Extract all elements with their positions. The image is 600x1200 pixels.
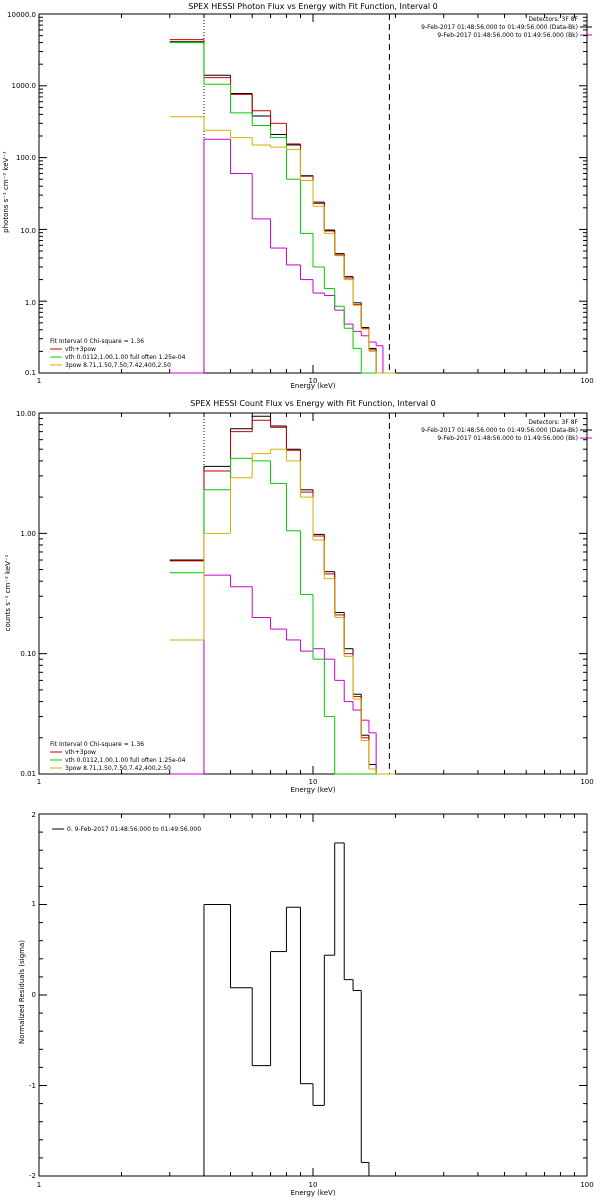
y-axis-label: photons s⁻¹ cm⁻² keV⁻¹ <box>2 151 10 233</box>
legend-powerlaw: 3pow 8.71,1.50,7.50,7.42,400,2.50 <box>65 362 171 369</box>
y-axis-label: Normalized Residuals (sigma) <box>18 940 26 1044</box>
y-tick-label: 10.00 <box>16 410 36 418</box>
x-axis-label: Energy (keV) <box>290 1189 335 1197</box>
photon-flux-panel: SPEX HESSI Photon Flux vs Energy with Fi… <box>2 2 594 390</box>
y-tick-label: 0.1 <box>25 369 36 377</box>
fit-interval-label: Fit Interval 0 Chi-square = 1.36 <box>50 741 144 748</box>
x-tick-label-100: 100 <box>580 377 593 385</box>
legend-bk-interval: 9-Feb-2017 01:48:56.000 to 01:49:56.000 … <box>437 435 578 442</box>
x-tick-label-10: 10 <box>309 377 318 385</box>
y-tick-label: 10000.0 <box>7 11 36 19</box>
fit-interval-label: Fit Interval 0 Chi-square = 1.36 <box>50 338 144 345</box>
y-tick-label: 1 <box>32 900 36 908</box>
y-tick-label: 1.0 <box>25 299 36 307</box>
x-axis-label: Energy (keV) <box>290 786 335 794</box>
legend-bk-interval: 9-Feb-2017 01:48:56.000 to 01:49:56.000 … <box>437 32 578 39</box>
y-tick-label: 0 <box>32 991 36 999</box>
y-tick-label: 1000.0 <box>12 82 37 90</box>
legend-data-interval: 9-Feb-2017 01:48:56.000 to 01:49:56.000 … <box>421 427 578 434</box>
x-tick-label-10: 10 <box>309 778 318 786</box>
x-tick-label-10: 10 <box>309 1181 318 1189</box>
chart-marks <box>38 13 588 1177</box>
residuals-panel: Normalized Residuals (sigma) Energy (keV… <box>18 811 594 1197</box>
legend-thermal: vth 0.0112,1.00,1.00 full often 1.25e-04 <box>65 354 186 361</box>
chart-title: SPEX HESSI Count Flux vs Energy with Fit… <box>190 399 435 408</box>
x-tick-label-1: 1 <box>37 377 41 385</box>
detectors-label: Detectors: 3F 8F <box>528 16 578 23</box>
x-tick-label-1: 1 <box>37 778 41 786</box>
legend-model-total: vth+3pow <box>65 346 96 353</box>
count-flux-panel: SPEX HESSI Count Flux vs Energy with Fit… <box>4 399 594 794</box>
y-tick-label: 1.00 <box>20 530 36 538</box>
y-tick-label: 100.0 <box>16 154 36 162</box>
legend-powerlaw: 3pow 8.71,1.50,7.50,7.42,400,2.50 <box>65 765 171 772</box>
y-tick-label: 2 <box>32 811 36 819</box>
x-tick-label-100: 100 <box>580 1181 593 1189</box>
legend-thermal: vth 0.0112,1.00,1.00 full often 1.25e-04 <box>65 757 186 764</box>
y-tick-label: 10.0 <box>20 227 36 235</box>
y-axis-label: counts s⁻¹ cm⁻² keV⁻¹ <box>4 554 12 631</box>
y-tick-label: 0.01 <box>20 770 36 778</box>
x-tick-label-100: 100 <box>580 778 593 786</box>
x-tick-label-1: 1 <box>37 1181 41 1189</box>
x-axis-label: Energy (keV) <box>290 382 335 390</box>
plot-frame <box>38 813 588 1177</box>
y-tick-label: -1 <box>29 1082 36 1090</box>
legend-data-interval: 9-Feb-2017 01:48:56.000 to 01:49:56.000 … <box>421 24 578 31</box>
y-tick-label: 0.10 <box>20 650 36 658</box>
chart-title: SPEX HESSI Photon Flux vs Energy with Fi… <box>188 2 438 11</box>
legend-residuals: 0. 9-Feb-2017 01:48:56.000 to 01:49:56.0… <box>67 826 201 833</box>
y-tick-label: -2 <box>29 1172 36 1180</box>
plot-frame <box>38 412 588 775</box>
detectors-label: Detectors: 3F 8F <box>528 419 578 426</box>
legend-model-total: vth+3pow <box>65 749 96 756</box>
